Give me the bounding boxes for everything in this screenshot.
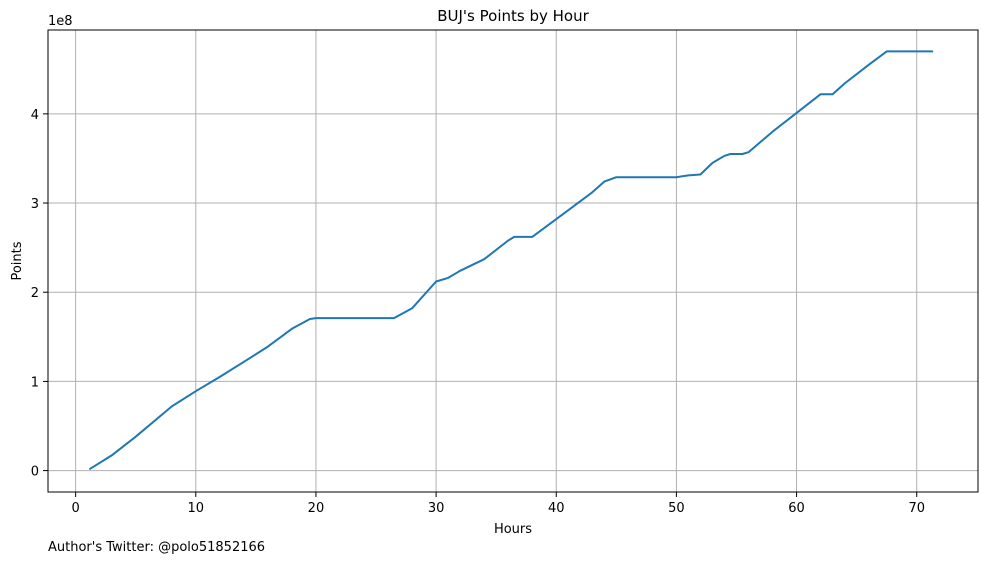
y-axis-ticks: 0 1 2 3 4 — [31, 108, 48, 480]
axes-frame — [47, 29, 979, 493]
x-axis-ticks: 0 10 20 30 40 50 60 70 — [71, 492, 925, 516]
y-tick-label: 1 — [31, 375, 39, 390]
footer-note: Author's Twitter: @polo51852166 — [48, 540, 265, 555]
y-tick-label: 3 — [31, 197, 39, 212]
x-tick-label: 40 — [548, 501, 565, 516]
x-tick-label: 60 — [788, 501, 805, 516]
x-tick-label: 0 — [71, 501, 79, 516]
x-tick-label: 10 — [188, 501, 205, 516]
y-tick-label: 2 — [31, 286, 39, 301]
x-axis-label: Hours — [494, 522, 532, 537]
series-line — [89, 50, 934, 470]
series-lines — [89, 50, 934, 470]
plot-area — [48, 30, 978, 492]
chart-title: BUJ's Points by Hour — [437, 7, 589, 25]
x-tick-label: 50 — [668, 501, 685, 516]
x-tick-label: 70 — [908, 501, 925, 516]
y-tick-label: 4 — [31, 108, 39, 123]
y-axis-offset-label: 1e8 — [48, 14, 73, 29]
x-tick-label: 20 — [308, 501, 325, 516]
y-axis-label: Points — [10, 241, 25, 280]
gridlines — [48, 30, 978, 492]
y-tick-label: 0 — [31, 465, 39, 480]
x-tick-label: 30 — [428, 501, 445, 516]
